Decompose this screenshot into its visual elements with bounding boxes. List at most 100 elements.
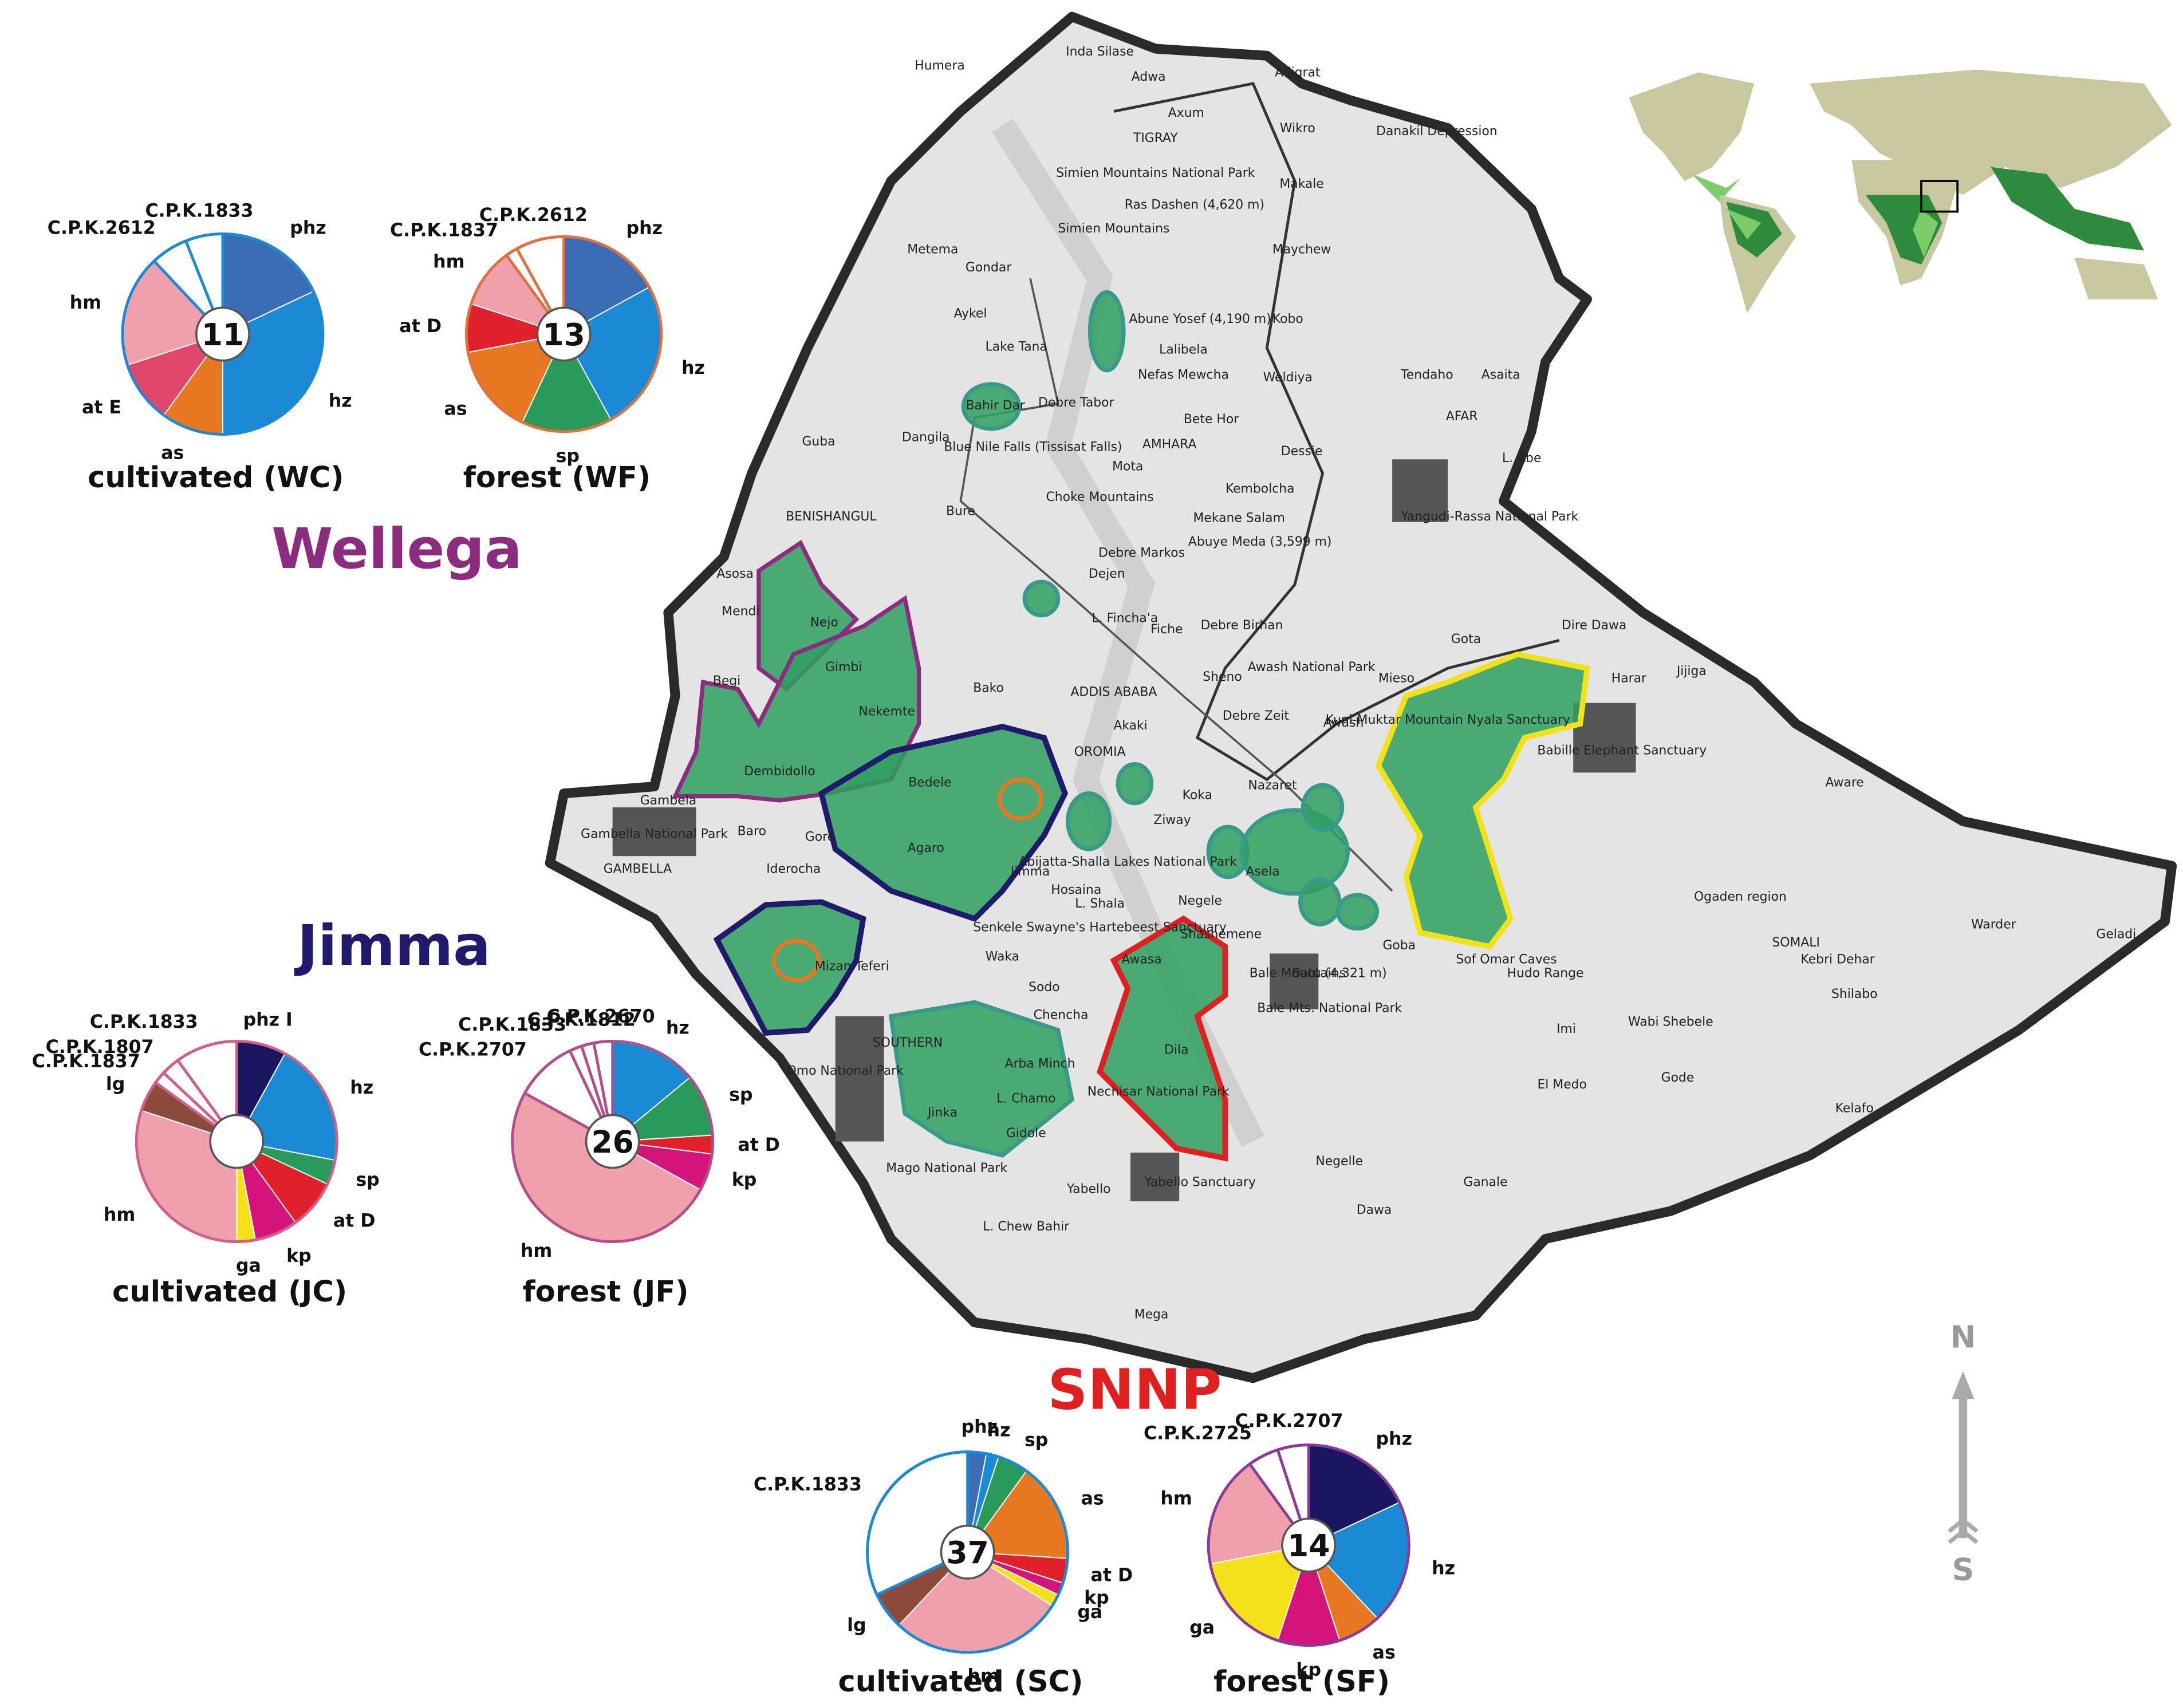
habitat <box>1298 877 1342 926</box>
pie-caption: forest (WF) <box>463 461 651 495</box>
place-label: OROMIA <box>1074 745 1126 759</box>
inset-asia-range <box>1991 167 2144 251</box>
slice-label: C.P.K.1812 <box>527 1009 636 1030</box>
slice-label: hz <box>987 1421 1011 1441</box>
jimma-outline-a <box>818 724 1069 922</box>
slice-label: kp <box>286 1246 312 1267</box>
pie-center-label: 37 <box>946 1535 988 1571</box>
place-label: GAMBELLA <box>604 862 672 876</box>
place-label: Gondar <box>966 261 1011 275</box>
place-label: ADDIS ABABA <box>1070 685 1157 700</box>
place-label: Hosaina <box>1051 883 1101 897</box>
place-label: Aware <box>1826 776 1864 790</box>
place-labels: Humera Inda Silase Adwa Adigrat Axum TIGRAY Wi… <box>581 45 2136 1322</box>
place-label: Abuye Meda (3,599 m) <box>1188 535 1332 549</box>
place-label: L. Abe <box>1502 451 1541 466</box>
pie-edge <box>464 235 663 433</box>
place-label: Lalibela <box>1159 343 1208 357</box>
slice-label: at D <box>1091 1565 1133 1585</box>
place-label: Kelafo <box>1835 1101 1874 1115</box>
place-label: Tendaho <box>1400 368 1453 382</box>
place-label: L. Chamo <box>996 1091 1055 1106</box>
site-circle <box>997 777 1044 821</box>
jimma-outline-b <box>713 899 866 1036</box>
place-label: El Medo <box>1537 1078 1586 1092</box>
place-label: Axum <box>1168 106 1204 120</box>
slice-label: at E <box>82 397 121 418</box>
slice-label: kp <box>1296 1660 1321 1681</box>
place-label: Nefas Mewcha <box>1138 368 1229 382</box>
place-label: Wikro <box>1280 121 1315 136</box>
inset-africa-range2 <box>1913 208 1938 258</box>
place-label: Awasa <box>1121 952 1161 967</box>
place-label: Begi <box>713 674 740 688</box>
slice-label: as <box>1373 1643 1396 1663</box>
slice-label: hm <box>1160 1489 1192 1509</box>
pie-edge <box>511 1040 715 1243</box>
park-yabello <box>1130 1152 1180 1202</box>
pie-hole <box>195 306 250 362</box>
slice-label: as <box>444 399 467 419</box>
compass-north: N <box>1950 1319 1976 1355</box>
place-label: Nazaret <box>1248 778 1297 792</box>
place-label: Sof Omar Caves <box>1456 952 1557 967</box>
pie-caption: cultivated (WC) <box>88 461 344 495</box>
slice-label: lg <box>106 1074 125 1095</box>
slice-label: hz <box>1432 1558 1455 1579</box>
pie-center-label: 26 <box>591 1124 633 1160</box>
place-label: L. Shala <box>1075 897 1125 911</box>
place-label: Metema <box>907 242 958 257</box>
place-label: Imi <box>1557 1022 1576 1036</box>
slice-label: C.P.K.2612 <box>48 218 156 238</box>
compass-south: S <box>1952 1551 1975 1587</box>
place-label: Awash National Park <box>1248 660 1376 674</box>
slice-label: at D <box>399 316 442 337</box>
place-label: Batu (4,321 m) <box>1292 967 1387 981</box>
slice-label: C.P.K.2707 <box>419 1040 527 1060</box>
pie-center-label: 11 <box>202 317 244 353</box>
slice-label: hm <box>967 1666 999 1687</box>
place-label: SOMALI <box>1772 936 1820 950</box>
place-label: Nejo <box>810 616 838 630</box>
place-label: Gota <box>1451 632 1481 646</box>
slice-label: C.P.K.2670 <box>547 1006 655 1027</box>
slice-label: C.P.K.1833 <box>145 200 253 221</box>
place-label: Mendi <box>722 605 759 619</box>
railway-road <box>1113 82 1560 782</box>
place-label: Goba <box>1382 938 1416 953</box>
slice-label: sp <box>1024 1430 1048 1450</box>
place-label: BENISHANGUL <box>786 510 877 524</box>
wellega-outline-a <box>756 539 860 692</box>
inset-australia <box>2074 257 2158 299</box>
place-label: Jinka <box>927 1106 957 1120</box>
place-label: Bahir Dar <box>966 399 1025 413</box>
slice-label: hm <box>433 251 464 272</box>
place-label: Kembolcha <box>1226 482 1295 496</box>
slice-label: hm <box>104 1205 135 1225</box>
pie-edge <box>866 1450 1070 1654</box>
place-label: Babille Elephant Sanctuary <box>1537 744 1707 758</box>
place-label: Asaita <box>1481 368 1520 382</box>
place-label: Abune Yosef (4,190 m) <box>1129 312 1271 326</box>
place-label: Kebri Dehar <box>1800 952 1874 967</box>
slice-label: hz <box>666 1017 689 1038</box>
pie-caption: cultivated (SC) <box>838 1665 1083 1699</box>
pie-center-label: 13 <box>542 317 585 353</box>
place-label: Gambella National Park <box>581 827 728 842</box>
pie-chart: phz I hz sp at D kp ga hm lgC.P.K.1837C.P.K.180… <box>32 1009 380 1309</box>
place-label: Geladi <box>2096 928 2136 942</box>
place-label: Omo National Park <box>787 1064 904 1078</box>
pie-hole <box>209 1114 265 1169</box>
place-label: Bale Mts. National Park <box>1257 1001 1402 1015</box>
wellega-outline-b <box>672 595 921 803</box>
place-label: Shilabo <box>1831 987 1878 1001</box>
park-bale <box>1270 953 1319 1009</box>
place-label: Sodo <box>1029 980 1060 995</box>
place-label: Lake Tana <box>986 340 1047 354</box>
pie-hole <box>1281 1517 1337 1573</box>
place-label: Bale Mountains <box>1250 967 1346 981</box>
habitat <box>1022 579 1061 618</box>
place-label: Mago National Park <box>886 1161 1007 1176</box>
place-label: Gode <box>1661 1071 1695 1085</box>
